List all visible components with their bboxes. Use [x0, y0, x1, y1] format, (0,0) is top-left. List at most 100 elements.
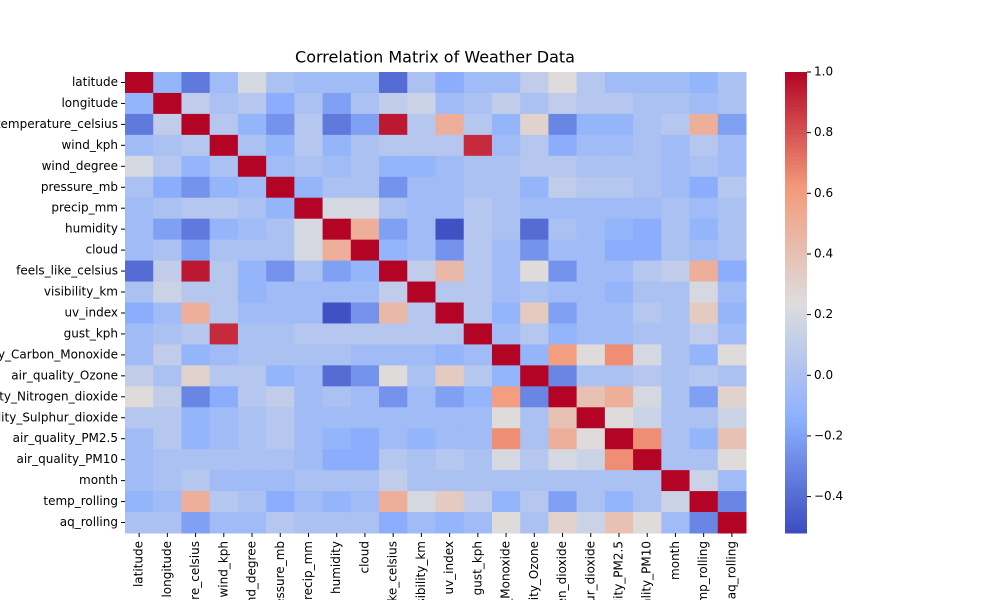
heatmap-cell [604, 155, 634, 178]
heatmap-cell [604, 365, 634, 387]
heatmap-cell [463, 197, 493, 220]
heatmap-cell [181, 176, 211, 199]
heatmap-cell [209, 72, 239, 94]
heatmap-cell [153, 365, 182, 387]
heatmap-cell [125, 239, 154, 262]
heatmap-cell [520, 260, 549, 283]
heatmap-cell [576, 197, 606, 220]
colorbar-segment [785, 483, 807, 488]
colorbar-segment [785, 425, 807, 430]
heatmap-cell [237, 218, 267, 241]
heatmap-cell [661, 302, 691, 324]
colorbar-segment [785, 509, 807, 515]
heatmap-cell [153, 155, 182, 178]
heatmap-cell [661, 491, 691, 513]
heatmap-cell [463, 323, 493, 345]
heatmap-cell [407, 113, 436, 136]
colorbar-segment [785, 406, 807, 411]
heatmap-cell [153, 344, 182, 366]
heatmap-cell [661, 428, 691, 450]
heatmap-cell [661, 134, 691, 157]
heatmap-cell [294, 197, 324, 220]
y-tick-label: wind_kph [61, 138, 118, 152]
heatmap-cell [181, 365, 211, 387]
heatmap-cell [350, 218, 380, 241]
colorbar-segment [785, 187, 807, 192]
heatmap-cell [125, 491, 154, 513]
heatmap-cell [125, 72, 154, 94]
heatmap-cell [266, 428, 295, 450]
colorbar-segment [785, 275, 807, 280]
colorbar-segment [785, 144, 807, 150]
x-tick-label: gust_kph [470, 541, 484, 595]
heatmap-cell [633, 260, 662, 283]
colorbar-segment [785, 95, 807, 100]
heatmap-cell [294, 92, 324, 115]
heatmap-cell [407, 344, 436, 366]
heatmap-cell [125, 113, 154, 136]
heatmap-cell [266, 449, 295, 471]
heatmap-cell [407, 470, 436, 492]
colorbar-segment [785, 394, 807, 400]
colorbar-segment [785, 444, 807, 449]
heatmap-cell [322, 197, 352, 220]
colorbar-segment [785, 156, 807, 161]
heatmap-cell [379, 428, 408, 450]
heatmap-cell [125, 260, 154, 283]
y-tick-label: humidity [65, 222, 118, 236]
heatmap-cell [153, 449, 182, 471]
heatmap-cell [548, 72, 578, 94]
heatmap-cell [576, 260, 606, 283]
heatmap-cell [604, 302, 634, 324]
colorbar-segment [785, 72, 807, 77]
x-tick-label: air_quality_PM2.5 [611, 541, 625, 600]
colorbar-segment [785, 333, 807, 338]
colorbar-segment [785, 433, 807, 438]
colorbar-segment [785, 352, 807, 357]
colorbar-segment [785, 287, 807, 292]
y-tick-label: air_quality_PM2.5 [13, 431, 118, 445]
heatmap-cell [350, 386, 380, 408]
heatmap-cell [689, 449, 719, 471]
heatmap-cell [435, 512, 465, 534]
heatmap-cell [520, 407, 549, 429]
heatmap-cell [463, 407, 493, 429]
heatmap-cell [322, 365, 352, 387]
heatmap-cell [661, 176, 691, 199]
colorbar-segment [785, 371, 807, 376]
heatmap-cell [604, 323, 634, 345]
heatmap-cell [407, 386, 436, 408]
heatmap-cell [153, 281, 182, 303]
heatmap-cell [294, 113, 324, 136]
heatmap-cell [717, 302, 747, 324]
heatmap-cell [407, 491, 436, 513]
heatmap-cell [266, 239, 295, 262]
heatmap-cell [689, 491, 719, 513]
heatmap-cell [237, 92, 267, 115]
heatmap-cell [181, 512, 211, 534]
y-tick-label: longitude [61, 96, 118, 110]
heatmap-cell [153, 92, 182, 115]
heatmap-cell [294, 176, 324, 199]
heatmap-cell [491, 302, 521, 324]
heatmap-cell [633, 92, 662, 115]
heatmap-cell [294, 428, 324, 450]
heatmap-cell [520, 281, 549, 303]
colorbar-segment [785, 125, 807, 131]
heatmap-cell [548, 323, 578, 345]
heatmap-cell [548, 470, 578, 492]
y-tick-label: pressure_mb [41, 180, 118, 194]
heatmap-cell [350, 491, 380, 513]
heatmap-cell [350, 428, 380, 450]
heatmap-cell [237, 428, 267, 450]
heatmap-cell [153, 302, 182, 324]
heatmap-cell [548, 155, 578, 178]
heatmap-cell [689, 134, 719, 157]
heatmap-cell [548, 197, 578, 220]
heatmap-cell [237, 344, 267, 366]
heatmap-cell [604, 239, 634, 262]
colorbar-segment [785, 498, 807, 503]
heatmap-cell [125, 197, 154, 220]
colorbar-segment [785, 264, 807, 269]
